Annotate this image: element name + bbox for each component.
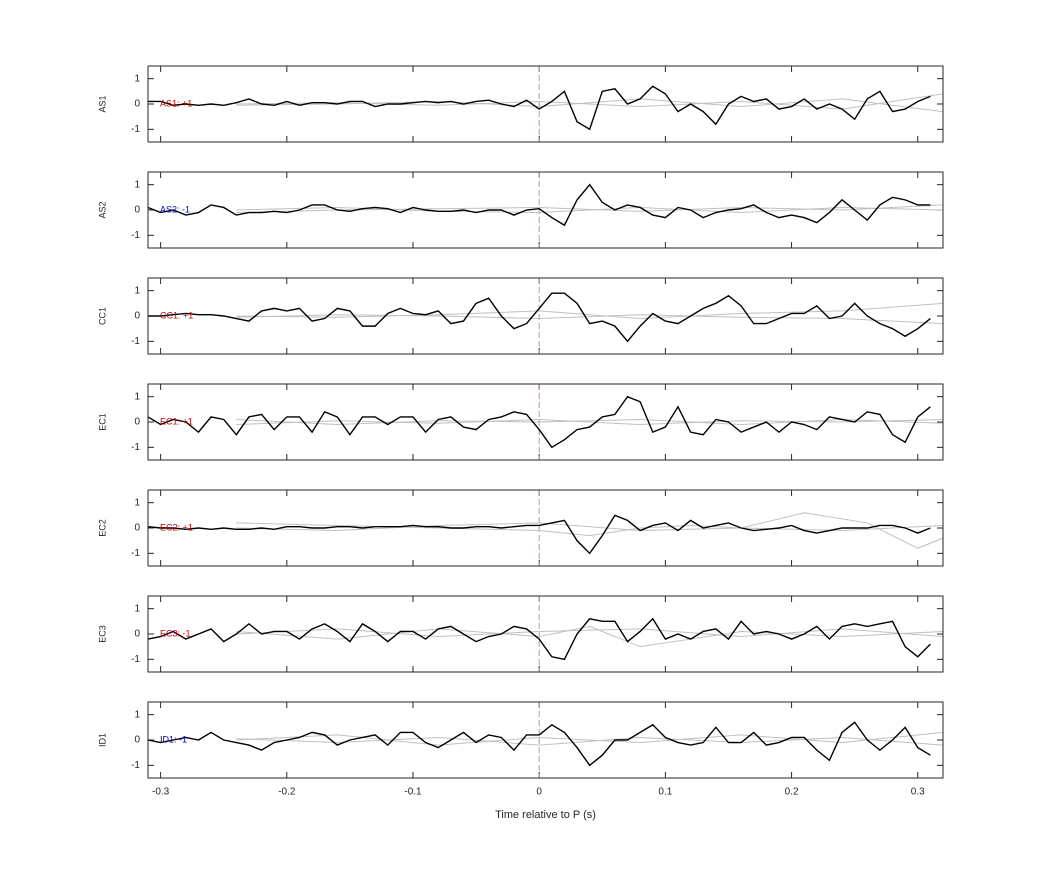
y-tick-label: -1	[131, 230, 140, 241]
trace	[236, 512, 944, 549]
trace	[147, 395, 931, 449]
y-tick-label: 0	[134, 99, 140, 110]
x-tick-label: 0.1	[658, 787, 672, 798]
y-tick-label: -1	[131, 760, 140, 771]
y-tick-label: 1	[134, 497, 140, 508]
y-axis-label: AS1	[97, 95, 107, 112]
y-tick-label: -1	[131, 442, 140, 453]
annotation: AS2: -1	[160, 204, 190, 214]
y-tick-label: 0	[134, 735, 140, 746]
plot-area	[148, 172, 943, 248]
y-tick-label: -1	[131, 548, 140, 559]
trace	[236, 736, 944, 746]
y-axis-label: CC1	[97, 307, 107, 325]
trace	[147, 721, 931, 767]
annotation: AS1: +1	[160, 98, 192, 108]
x-tick-label: -0.2	[278, 787, 296, 798]
y-tick-label: -1	[131, 654, 140, 665]
y-axis-label: ID1	[97, 733, 107, 747]
y-axis-label: AS2	[97, 201, 107, 218]
y-axis-label: EC1	[97, 413, 107, 431]
y-tick-label: 1	[134, 285, 140, 296]
y-tick-label: 0	[134, 311, 140, 322]
y-tick-label: 1	[134, 603, 140, 614]
y-tick-label: -1	[131, 336, 140, 347]
x-tick-label: 0.2	[785, 787, 799, 798]
x-tick-label: -0.3	[152, 787, 170, 798]
trace	[148, 292, 931, 343]
y-axis-label: EC2	[97, 519, 107, 537]
y-tick-label: 0	[134, 523, 140, 534]
trace	[147, 183, 931, 227]
y-tick-label: 1	[134, 73, 140, 84]
annotation: EC1: +1	[160, 416, 193, 426]
trace	[236, 206, 944, 214]
y-tick-label: -1	[131, 124, 140, 135]
y-tick-label: 0	[134, 205, 140, 216]
y-tick-label: 0	[134, 417, 140, 428]
annotation: ID1: -1	[160, 734, 187, 744]
x-tick-label: 0	[536, 787, 542, 798]
trace	[236, 628, 944, 638]
annotation: EC2: +1	[160, 522, 193, 532]
plot-frame	[147, 595, 944, 673]
trace	[236, 625, 944, 648]
y-tick-label: 1	[134, 179, 140, 190]
annotation: CC1: +1	[160, 310, 193, 320]
x-tick-label: -0.1	[404, 787, 422, 798]
y-tick-label: 0	[134, 629, 140, 640]
plot-frame	[147, 277, 944, 355]
annotation: EC3: -1	[160, 628, 191, 638]
x-tick-label: 0.3	[911, 787, 925, 798]
y-tick-label: 1	[134, 391, 140, 402]
y-tick-label: 1	[134, 709, 140, 720]
plot-frame	[147, 489, 944, 567]
plot-frame	[147, 383, 944, 461]
x-axis-label: Time relative to P (s)	[495, 809, 596, 821]
y-axis-label: EC3	[97, 625, 107, 643]
plot-area	[148, 596, 943, 672]
trace	[236, 522, 944, 532]
plot-frame	[147, 701, 944, 779]
trace	[236, 98, 944, 113]
trace	[148, 85, 931, 131]
trace	[147, 617, 931, 661]
trace	[236, 731, 944, 746]
trace	[147, 514, 931, 555]
plot-frame	[147, 171, 944, 249]
plot-frame	[147, 65, 944, 143]
